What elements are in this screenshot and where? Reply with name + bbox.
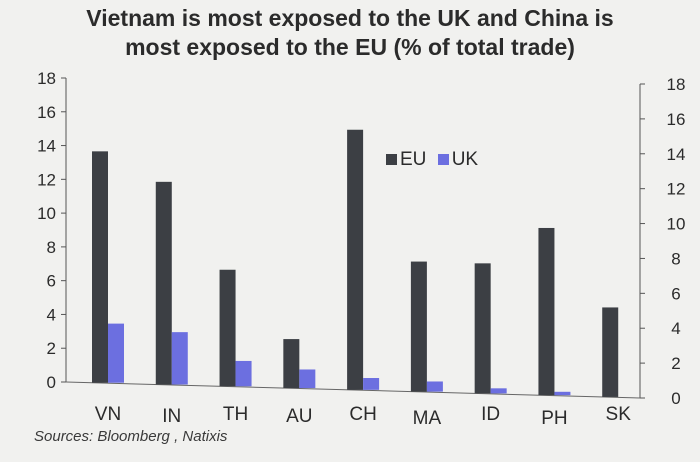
bar-uk-vn xyxy=(108,323,124,383)
right-axis-tick-label: 0 xyxy=(671,389,680,408)
bar-eu-ch xyxy=(347,129,364,390)
left-axis-tick-label: 18 xyxy=(37,69,56,88)
left-axis-tick-label: 14 xyxy=(37,137,56,156)
right-axis-tick-label: 6 xyxy=(671,284,680,303)
legend-swatch-eu xyxy=(386,154,397,165)
bar-eu-ph xyxy=(538,227,555,396)
left-axis-tick-label: 12 xyxy=(37,170,56,189)
left-axis-tick-label: 16 xyxy=(37,103,56,122)
legend-label-uk: UK xyxy=(451,149,479,170)
bar-eu-au xyxy=(283,339,300,389)
right-axis-tick-label: 14 xyxy=(667,145,686,164)
left-axis-tick-label: 4 xyxy=(47,305,56,324)
bar-eu-ma xyxy=(410,261,427,392)
bar-uk-ph xyxy=(554,391,571,396)
right-axis-tick-label: 18 xyxy=(667,75,686,94)
x-axis-line xyxy=(65,381,641,399)
legend: EU UK xyxy=(386,149,484,171)
bar-eu-sk xyxy=(602,307,619,397)
right-axis-tick-label: 16 xyxy=(667,110,686,129)
bar-uk-id xyxy=(490,388,507,394)
x-axis-category-label: IN xyxy=(162,406,181,427)
bar-eu-vn xyxy=(92,151,108,383)
left-axis-tick-label: 10 xyxy=(37,204,56,223)
x-axis-category-label: AU xyxy=(286,406,312,427)
source-note: Sources: Bloomberg , Natixis xyxy=(34,428,228,445)
right-axis-tick-label: 12 xyxy=(667,180,686,199)
right-axis-tick-label: 8 xyxy=(671,249,680,268)
x-axis-category-label: PH xyxy=(541,408,567,429)
chart-title: Vietnam is most exposed to the UK and Ch… xyxy=(86,5,614,60)
right-axis-tick-label: 4 xyxy=(671,319,680,338)
right-axis-tick-label: 10 xyxy=(667,215,686,234)
x-axis-category-label: VN xyxy=(95,404,121,425)
bar-uk-ma xyxy=(426,381,443,392)
x-axis-category-label: SK xyxy=(606,404,632,425)
legend-item-uk: UK xyxy=(437,149,479,171)
bar-eu-in xyxy=(155,181,172,385)
left-axis-tick-label: 2 xyxy=(47,339,56,358)
legend-item-eu: EU xyxy=(386,149,426,171)
bar-uk-th xyxy=(235,360,252,387)
legend-swatch-uk xyxy=(437,154,449,165)
bar-uk-au xyxy=(299,369,316,389)
bar-eu-id xyxy=(474,263,491,394)
bar-eu-th xyxy=(219,269,236,387)
left-axis-tick-label: 6 xyxy=(47,272,56,291)
bar-uk-ch xyxy=(363,378,380,390)
left-axis-tick-label: 0 xyxy=(47,373,56,392)
bar-uk-in xyxy=(171,332,188,385)
legend-label-eu: EU xyxy=(400,149,427,170)
right-axis-tick-label: 2 xyxy=(671,354,680,373)
left-axis-tick-label: 8 xyxy=(47,238,56,257)
x-axis-category-label: MA xyxy=(413,408,442,429)
x-axis-category-label: CH xyxy=(349,404,376,425)
x-axis-category-label: ID xyxy=(481,404,500,425)
x-axis-category-label: TH xyxy=(223,404,248,425)
